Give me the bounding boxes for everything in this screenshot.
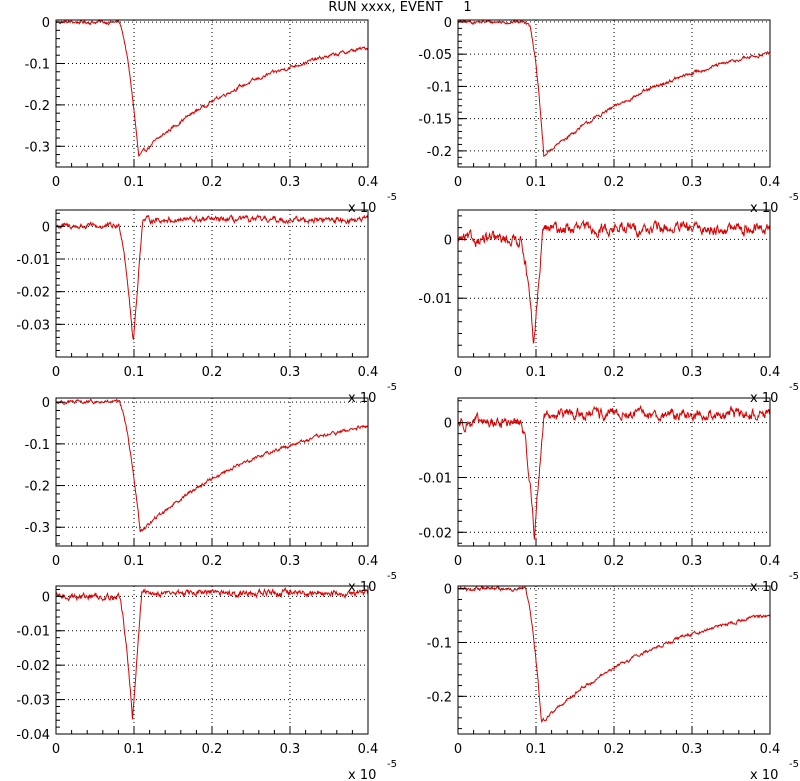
- plot-3-xtick-label: 0.1: [124, 365, 145, 380]
- plot-5-xtick-label: 0.3: [280, 554, 301, 569]
- plot-4-xtick-label: 0.4: [760, 365, 781, 380]
- plot-3-xtick-label: 0.4: [358, 365, 379, 380]
- plot-5-trace: [55, 398, 369, 533]
- plot-8-ytick-label: -0.2: [427, 690, 452, 705]
- plot-5-x-scale-exponent: -5: [387, 571, 397, 582]
- plot-7-xtick-label: 0: [52, 742, 60, 757]
- plot-3-xtick-label: 0.3: [280, 365, 301, 380]
- plot-2-ytick-label: -0.2: [427, 145, 452, 160]
- plot-2-xtick-label: 0.4: [760, 175, 781, 190]
- plot-7-xtick-label: 0.3: [280, 742, 301, 757]
- plot-1-xtick-label: 0.1: [124, 175, 145, 190]
- plot-8-xtick-label: 0.2: [604, 742, 625, 757]
- plot-7-xtick-label: 0.2: [202, 742, 223, 757]
- plot-8-xtick-label: 0.3: [682, 742, 703, 757]
- plot-5-ytick-label: -0.1: [25, 438, 50, 453]
- plot-5-xtick-label: 0.1: [124, 554, 145, 569]
- plot-3-xtick-label: 0.2: [202, 365, 223, 380]
- plot-3-x-scale-exponent: -5: [387, 382, 397, 393]
- plot-5-xtick-label: 0: [52, 554, 60, 569]
- plot-2-x-scale-label: x 10: [750, 201, 778, 216]
- plot-2-ytick-label: -0.05: [418, 48, 452, 63]
- plot-3-ytick-label: -0.01: [16, 253, 50, 268]
- plot-4-xtick-label: 0: [454, 365, 462, 380]
- plot-4-xtick-label: 0.1: [526, 365, 547, 380]
- plot-6-xtick-label: 0.2: [604, 554, 625, 569]
- plot-2-xtick-label: 0.2: [604, 175, 625, 190]
- plot-7-x-scale-label: x 10: [348, 768, 376, 781]
- plot-6-xtick-label: 0.4: [760, 554, 781, 569]
- plot-6-trace: [457, 404, 771, 540]
- plot-6-ytick-label: -0.01: [418, 471, 452, 486]
- plot-6-ytick-label: -0.02: [418, 526, 452, 541]
- plot-7-trace: [55, 587, 369, 720]
- plot-6-xtick-label: 0.1: [526, 554, 547, 569]
- plot-6-xtick-label: 0.3: [682, 554, 703, 569]
- plot-6-ytick-label: 0: [444, 417, 452, 432]
- plot-1-xtick-label: 0: [52, 175, 60, 190]
- plot-7-frame: [55, 585, 369, 735]
- plot-7-ytick-label: 0: [42, 590, 50, 605]
- plot-5-frame: [55, 397, 369, 547]
- plot-4-xtick-label: 0.2: [604, 365, 625, 380]
- plot-1-ytick-label: 0: [42, 16, 50, 31]
- plot-1-xtick-label: 0.2: [202, 175, 223, 190]
- plot-7-xtick-label: 0.1: [124, 742, 145, 757]
- plot-8-ytick-label: 0: [444, 583, 452, 598]
- plot-5-ytick-label: -0.2: [25, 480, 50, 495]
- plot-5-x-scale-label: x 10: [348, 580, 376, 595]
- chart-title: RUN xxxx, EVENT 1: [328, 0, 472, 15]
- plot-8-frame: [457, 585, 771, 735]
- plot-4-x-scale-exponent: -5: [789, 382, 799, 393]
- plot-2-trace: [457, 18, 771, 157]
- plot-1-xtick-label: 0.4: [358, 175, 379, 190]
- plot-8-trace: [457, 585, 771, 723]
- plot-2-ytick-label: -0.15: [418, 113, 452, 128]
- plot-3-ytick-label: 0: [42, 220, 50, 235]
- plot-1-ytick-label: -0.3: [25, 140, 50, 155]
- plot-8-ytick-label: -0.1: [427, 637, 452, 652]
- plot-4-ytick-label: -0.01: [418, 292, 452, 307]
- plot-3-ytick-label: -0.03: [16, 318, 50, 333]
- plot-2-ytick-label: -0.1: [427, 80, 452, 95]
- plot-3-ytick-label: -0.02: [16, 286, 50, 301]
- plot-2-ytick-label: 0: [444, 16, 452, 31]
- plot-3-trace: [55, 214, 369, 340]
- plot-6-x-scale-label: x 10: [750, 580, 778, 595]
- plot-6-xtick-label: 0: [454, 554, 462, 569]
- plot-4-trace: [457, 219, 771, 344]
- plot-7-xtick-label: 0.4: [358, 742, 379, 757]
- plot-2-xtick-label: 0.3: [682, 175, 703, 190]
- plot-5-ytick-label: -0.3: [25, 521, 50, 536]
- plot-8-xtick-label: 0: [454, 742, 462, 757]
- plot-4-ytick-label: 0: [444, 233, 452, 248]
- plot-1-ytick-label: -0.1: [25, 57, 50, 72]
- plot-7-ytick-label: -0.03: [16, 694, 50, 709]
- plot-7-ytick-label: -0.04: [16, 728, 50, 743]
- plot-8-x-scale-label: x 10: [750, 768, 778, 781]
- plot-1-x-scale-label: x 10: [348, 201, 376, 216]
- plot-5-xtick-label: 0.2: [202, 554, 223, 569]
- plot-8-xtick-label: 0.4: [760, 742, 781, 757]
- plot-1-trace: [55, 18, 369, 157]
- plot-3-xtick-label: 0: [52, 365, 60, 380]
- plot-1-ytick-label: -0.2: [25, 99, 50, 114]
- plot-6-x-scale-exponent: -5: [789, 571, 799, 582]
- plot-5-ytick-label: 0: [42, 396, 50, 411]
- plot-7-ytick-label: -0.02: [16, 659, 50, 674]
- plot-8-xtick-label: 0.1: [526, 742, 547, 757]
- plot-2-xtick-label: 0.1: [526, 175, 547, 190]
- plot-1-xtick-label: 0.3: [280, 175, 301, 190]
- plot-2-xtick-label: 0: [454, 175, 462, 190]
- plot-7-ytick-label: -0.01: [16, 625, 50, 640]
- plot-8-x-scale-exponent: -5: [789, 759, 799, 770]
- plot-2-x-scale-exponent: -5: [789, 192, 799, 203]
- plot-4-xtick-label: 0.3: [682, 365, 703, 380]
- plot-1-x-scale-exponent: -5: [387, 192, 397, 203]
- plot-7-x-scale-exponent: -5: [387, 759, 397, 770]
- plot-5-xtick-label: 0.4: [358, 554, 379, 569]
